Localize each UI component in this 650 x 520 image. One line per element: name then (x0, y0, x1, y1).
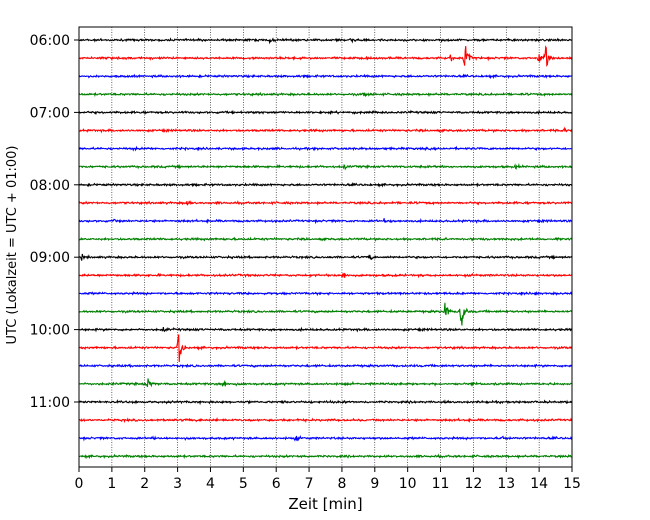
y-tick-label: 08:00 (30, 178, 70, 194)
x-tick-label: 2 (140, 476, 149, 492)
x-tick-label: 4 (206, 476, 215, 492)
x-tick-label: 1 (107, 476, 116, 492)
x-axis-ticks: 0 1 2 3 4 5 6 7 8 9 10 11 12 13 14 15 (75, 467, 581, 492)
trace-0945 (78, 302, 573, 326)
x-gridlines (111, 27, 540, 467)
trace-1030 (78, 362, 573, 369)
trace-0815 (78, 200, 573, 206)
x-tick-label: 15 (563, 476, 581, 492)
plot-frame (78, 26, 573, 468)
x-tick-label: 10 (399, 476, 417, 492)
trace-0715 (78, 126, 573, 134)
trace-1145 (78, 453, 573, 460)
trace-1130 (78, 435, 573, 442)
y-axis-ticks: 06:00 07:00 08:00 09:00 10:00 11:00 (30, 33, 79, 411)
trace-1015 (78, 334, 573, 362)
trace-0845 (78, 236, 573, 242)
trace-0645 (78, 91, 573, 98)
trace-0830 (78, 218, 573, 225)
trace-0915 (78, 272, 573, 279)
y-tick-label: 07:00 (30, 105, 70, 121)
x-tick-label: 12 (464, 476, 482, 492)
trace-0745 (78, 162, 573, 171)
trace-0800 (78, 182, 573, 188)
trace-0930 (78, 290, 573, 297)
y-tick-label: 11:00 (30, 395, 70, 411)
trace-0730 (78, 145, 573, 152)
trace-1115 (78, 417, 573, 424)
trace-1045 (78, 378, 573, 388)
plot-area (79, 27, 572, 467)
x-tick-label: 7 (305, 476, 314, 492)
trace-0600 (78, 37, 573, 45)
x-tick-label: 9 (370, 476, 379, 492)
x-tick-label: 13 (497, 476, 515, 492)
x-tick-label: 8 (337, 476, 346, 492)
y-tick-label: 10:00 (30, 323, 70, 339)
y-tick-label: 09:00 (30, 250, 70, 266)
x-tick-label: 14 (530, 476, 548, 492)
trace-0700 (78, 109, 573, 116)
trace-0900 (78, 253, 573, 261)
x-tick-label: 5 (239, 476, 248, 492)
x-tick-label: 6 (272, 476, 281, 492)
x-tick-label: 11 (432, 476, 450, 492)
y-axis-label: UTC (Lokalzeit = UTC + 01:00) (5, 146, 20, 345)
x-tick-label: 0 (75, 476, 84, 492)
x-tick-label: 3 (173, 476, 182, 492)
y-tick-label: 06:00 (30, 33, 70, 49)
seismic-traces (78, 37, 573, 460)
trace-0630 (78, 73, 573, 80)
trace-1100 (78, 399, 573, 406)
trace-1000 (78, 326, 573, 333)
x-axis-label: Zeit [min] (288, 495, 362, 513)
trace-0615 (78, 45, 573, 67)
